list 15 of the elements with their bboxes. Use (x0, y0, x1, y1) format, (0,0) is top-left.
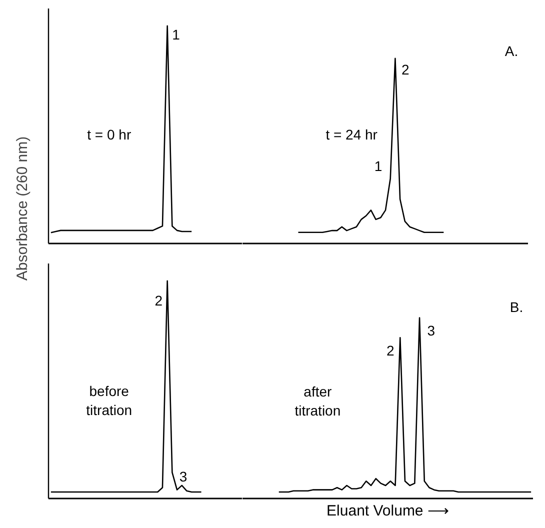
y-axis-title: Absorbance (260 nm) (14, 136, 31, 281)
annotation: 2 (154, 292, 163, 308)
annotation: 2 (386, 342, 395, 358)
text: B. (510, 298, 524, 315)
annotation: 3 (427, 322, 436, 338)
annotation: after titration (294, 383, 341, 418)
annotation: 2 (401, 62, 410, 78)
text: A. (504, 43, 518, 60)
x-axis-title: Eluant Volume ⟶ (326, 502, 450, 520)
annotation: t = 0 hr (87, 126, 132, 143)
annotation: t = 24 hr (326, 126, 378, 142)
annotation: before titration (86, 382, 132, 418)
annotation: 3 (179, 468, 188, 485)
annotation: 1 (374, 158, 382, 174)
annotation: 1 (172, 26, 180, 43)
